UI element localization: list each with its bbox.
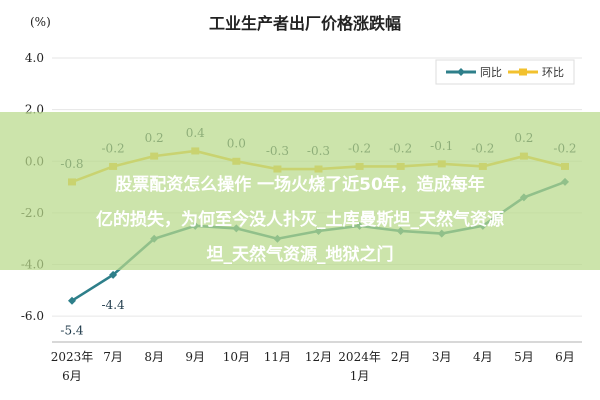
watermark-overlay: 股票配资怎么操作 一场火烧了近50年，造成每年 亿的损失，为何至今没人扑灭_土库… <box>0 112 600 270</box>
x-tick-labels: 2023年 6月 7月 8月 9月 10月 11月 12月 2024年 1月 2月 3月 4月 5月 6月 <box>51 350 575 383</box>
y-tick-label: -6.0 <box>21 309 44 323</box>
data-label-yoy: -5.4 <box>60 324 84 338</box>
legend: 同比 环比 <box>435 59 575 85</box>
x-tick-label: 2月 <box>391 350 411 364</box>
overlay-line-2: 亿的损失，为何至今没人扑灭_土库曼斯坦_天然气资源 <box>96 209 504 230</box>
y-axis-unit-label: (%) <box>30 15 51 29</box>
x-tick-label: 7月 <box>103 350 123 364</box>
x-tick-label: 9月 <box>185 350 205 364</box>
x-tick-label: 5月 <box>514 350 534 364</box>
x-tick-label: 2023年 <box>51 350 94 364</box>
legend-marker <box>519 68 527 76</box>
overlay-band <box>0 112 600 270</box>
x-tick-label: 4月 <box>473 350 493 364</box>
chart-title: 工业生产者出厂价格涨跌幅 <box>209 14 401 33</box>
x-tick-label: 8月 <box>144 350 164 364</box>
x-tick-label: 11月 <box>264 350 291 364</box>
x-tick-label: 6月 <box>555 350 575 364</box>
series-point-yoy <box>109 270 118 279</box>
overlay-line-1: 股票配资怎么操作 一场火烧了近50年，造成每年 <box>115 174 485 195</box>
data-label-yoy: -4.4 <box>102 298 126 312</box>
x-tick-label: 12月 <box>305 350 332 364</box>
x-tick-sublabel: 1月 <box>350 369 370 383</box>
y-tick-label: 4.0 <box>25 51 44 65</box>
legend-marker <box>457 68 465 76</box>
x-tick-label: 10月 <box>223 350 250 364</box>
x-tick-sublabel: 6月 <box>62 369 82 383</box>
overlay-line-3: 坦_天然气资源_地狱之门 <box>207 244 394 265</box>
series-point-yoy <box>68 296 76 305</box>
x-tick-label: 3月 <box>432 350 452 364</box>
legend-label: 同比 <box>480 66 502 79</box>
legend-label: 环比 <box>542 66 564 79</box>
x-tick-label: 2024年 <box>338 350 381 364</box>
